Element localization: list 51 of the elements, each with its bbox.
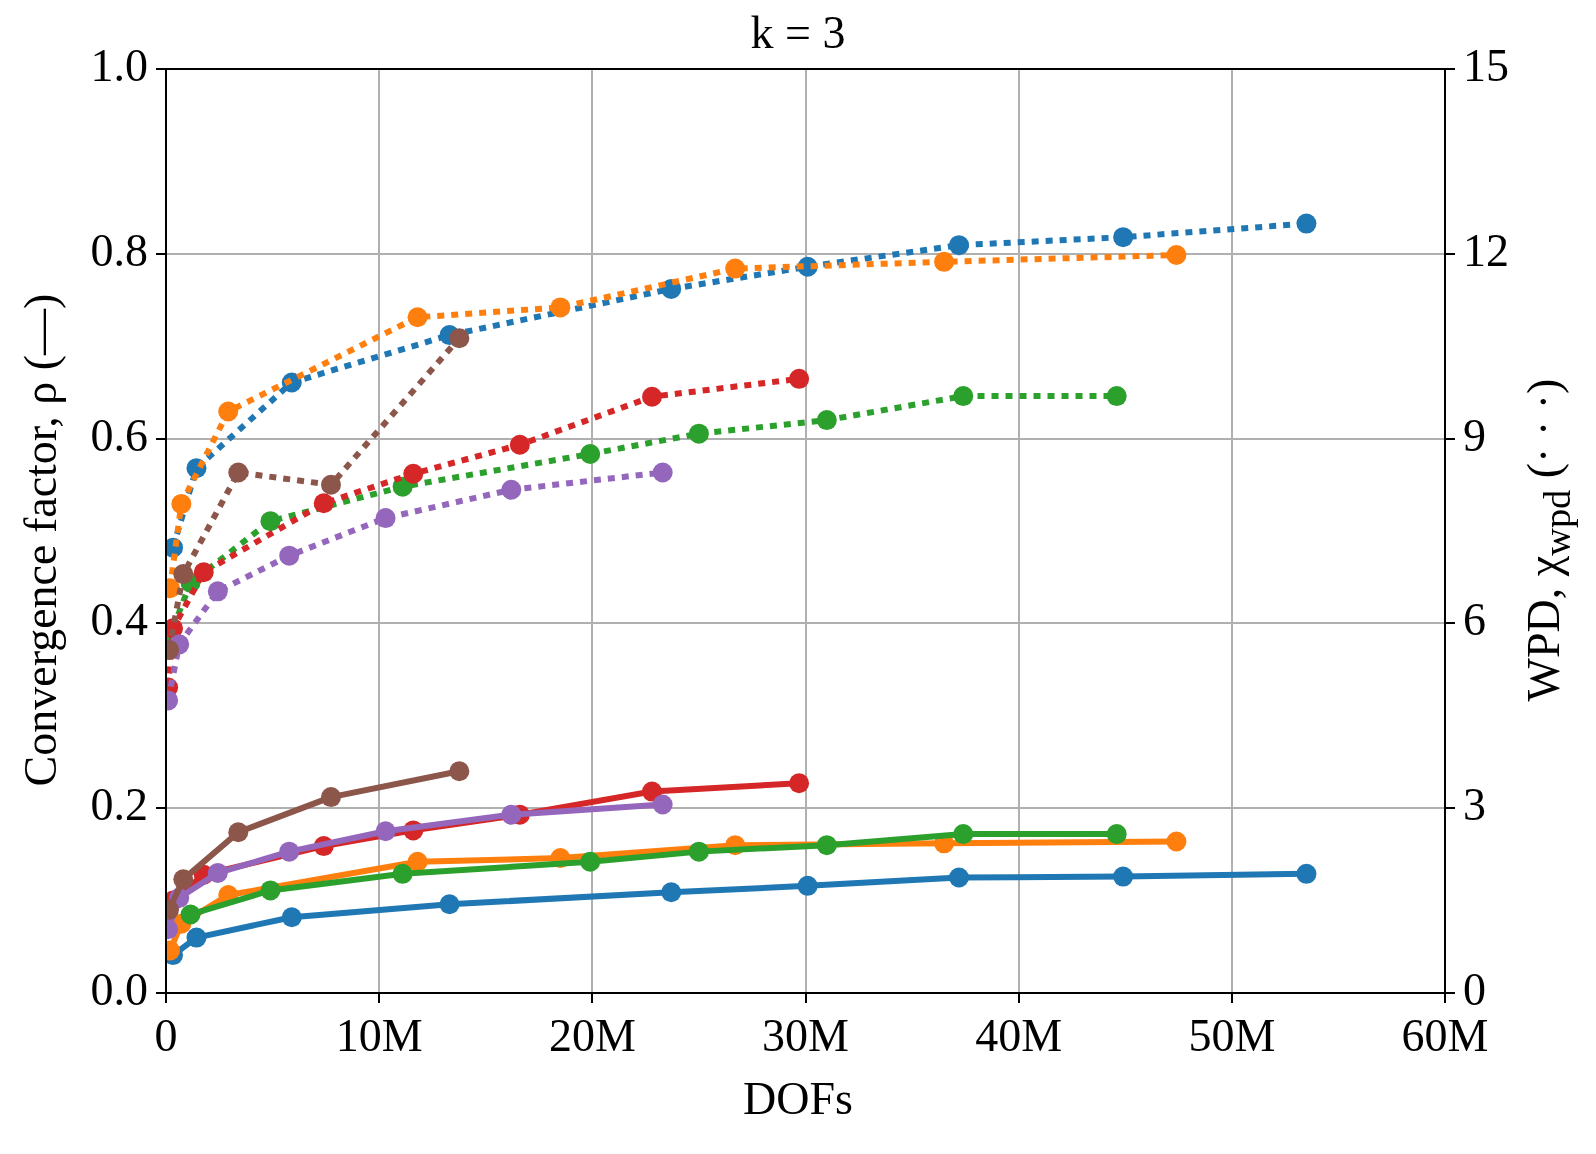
- point: [501, 479, 522, 500]
- y2-tick-label: 3: [1463, 779, 1486, 831]
- x-tick-label: 30M: [762, 1009, 849, 1061]
- point: [449, 328, 470, 349]
- y2-tick-label: 15: [1463, 40, 1509, 92]
- point: [948, 235, 969, 256]
- point: [171, 493, 192, 514]
- point: [550, 297, 571, 318]
- y2-tick-label: 9: [1463, 409, 1486, 461]
- point: [642, 386, 663, 407]
- point: [652, 462, 673, 483]
- point: [1106, 386, 1127, 407]
- x-tick-label: 50M: [1188, 1009, 1276, 1061]
- point: [207, 581, 228, 602]
- y-tick-label: 0.4: [90, 594, 148, 646]
- point: [407, 307, 428, 328]
- y-tick-label: 1.0: [90, 40, 148, 92]
- point: [313, 493, 334, 514]
- y-tick-label: 0.0: [90, 964, 148, 1016]
- point: [1113, 227, 1134, 248]
- point: [789, 368, 810, 389]
- point: [509, 434, 530, 455]
- point: [1296, 213, 1317, 234]
- point: [193, 562, 214, 583]
- point: [260, 511, 281, 532]
- point: [279, 545, 300, 566]
- x-tick-label: 20M: [548, 1009, 636, 1061]
- point: [218, 401, 239, 422]
- point: [375, 508, 396, 529]
- point: [173, 564, 194, 585]
- y2-tick-label: 6: [1463, 594, 1486, 646]
- point: [816, 410, 837, 431]
- x-axis-title: DOFs: [742, 1072, 854, 1125]
- point: [580, 444, 601, 464]
- y-tick-label: 0.8: [90, 224, 148, 276]
- y-tick-label: 0.6: [90, 409, 148, 461]
- y-axis-title: Convergence factor, ρ (—): [13, 293, 67, 787]
- x-tick-label: 40M: [975, 1009, 1063, 1061]
- point: [934, 251, 955, 272]
- y-tick-label: 0.2: [90, 779, 148, 831]
- x-tick-label: 0: [154, 1009, 178, 1061]
- point: [953, 386, 974, 407]
- point: [725, 258, 746, 279]
- y2-tick-label: 12: [1463, 224, 1509, 276]
- point: [688, 423, 709, 444]
- point: [228, 462, 249, 483]
- x-tick-label: 10M: [335, 1009, 423, 1061]
- point: [320, 474, 341, 495]
- point: [403, 463, 424, 484]
- point: [1166, 245, 1187, 266]
- chart-title: k = 3: [750, 7, 846, 58]
